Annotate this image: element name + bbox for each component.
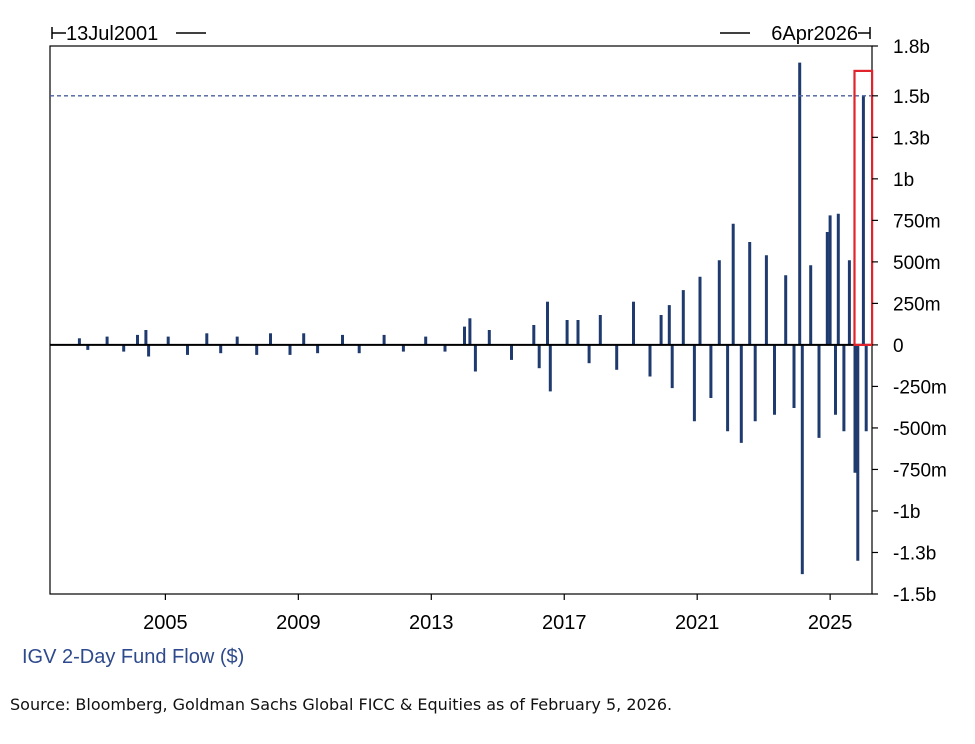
y-tick-label: 1b [893,170,914,191]
y-tick-label: 250m [893,294,941,315]
source-note: Source: Bloomberg, Goldman Sachs Global … [10,695,673,714]
range-start-marker: 13Jul2001 [51,23,206,45]
legend-series-label: IGV 2-Day Fund Flow ($) [22,646,244,668]
y-tick-label: 1.3b [893,128,930,149]
y-tick-label: -1.5b [893,585,936,606]
y-tick-label: -500m [893,419,947,440]
range-end-label: 6Apr2026 [771,23,858,45]
y-tick-label: -250m [893,377,947,398]
y-tick-label: 500m [893,253,941,274]
range-start-label: 13Jul2001 [66,23,158,45]
highlight-box [853,69,874,347]
y-tick-label: -1.3b [893,543,936,564]
x-tick-label: 2009 [276,612,321,634]
x-axis: 2005 2009 2013 2017 2021 2025 [143,594,852,634]
y-tick-label: 0 [893,336,904,357]
x-tick-label: 2017 [542,612,587,634]
x-tick-label: 2021 [675,612,720,634]
y-tick-label: -750m [893,460,947,481]
x-tick-label: 2025 [808,612,853,634]
y-tick-label: -1b [893,502,920,523]
y-tick-label: 750m [893,211,941,232]
x-tick-label: 2013 [409,612,454,634]
y-tick-label: 1.8b [893,37,930,58]
y-axis: 1.8b 1.5b 1.3b 1b 750m 500m 250m 0 -250m -500m -75… [872,37,947,606]
y-tick-label: 1.5b [893,87,930,108]
overlay-layer [50,69,874,347]
range-end-marker: 6Apr2026 [720,23,871,45]
bars-layer [77,62,868,575]
x-tick-label: 2005 [143,612,188,634]
